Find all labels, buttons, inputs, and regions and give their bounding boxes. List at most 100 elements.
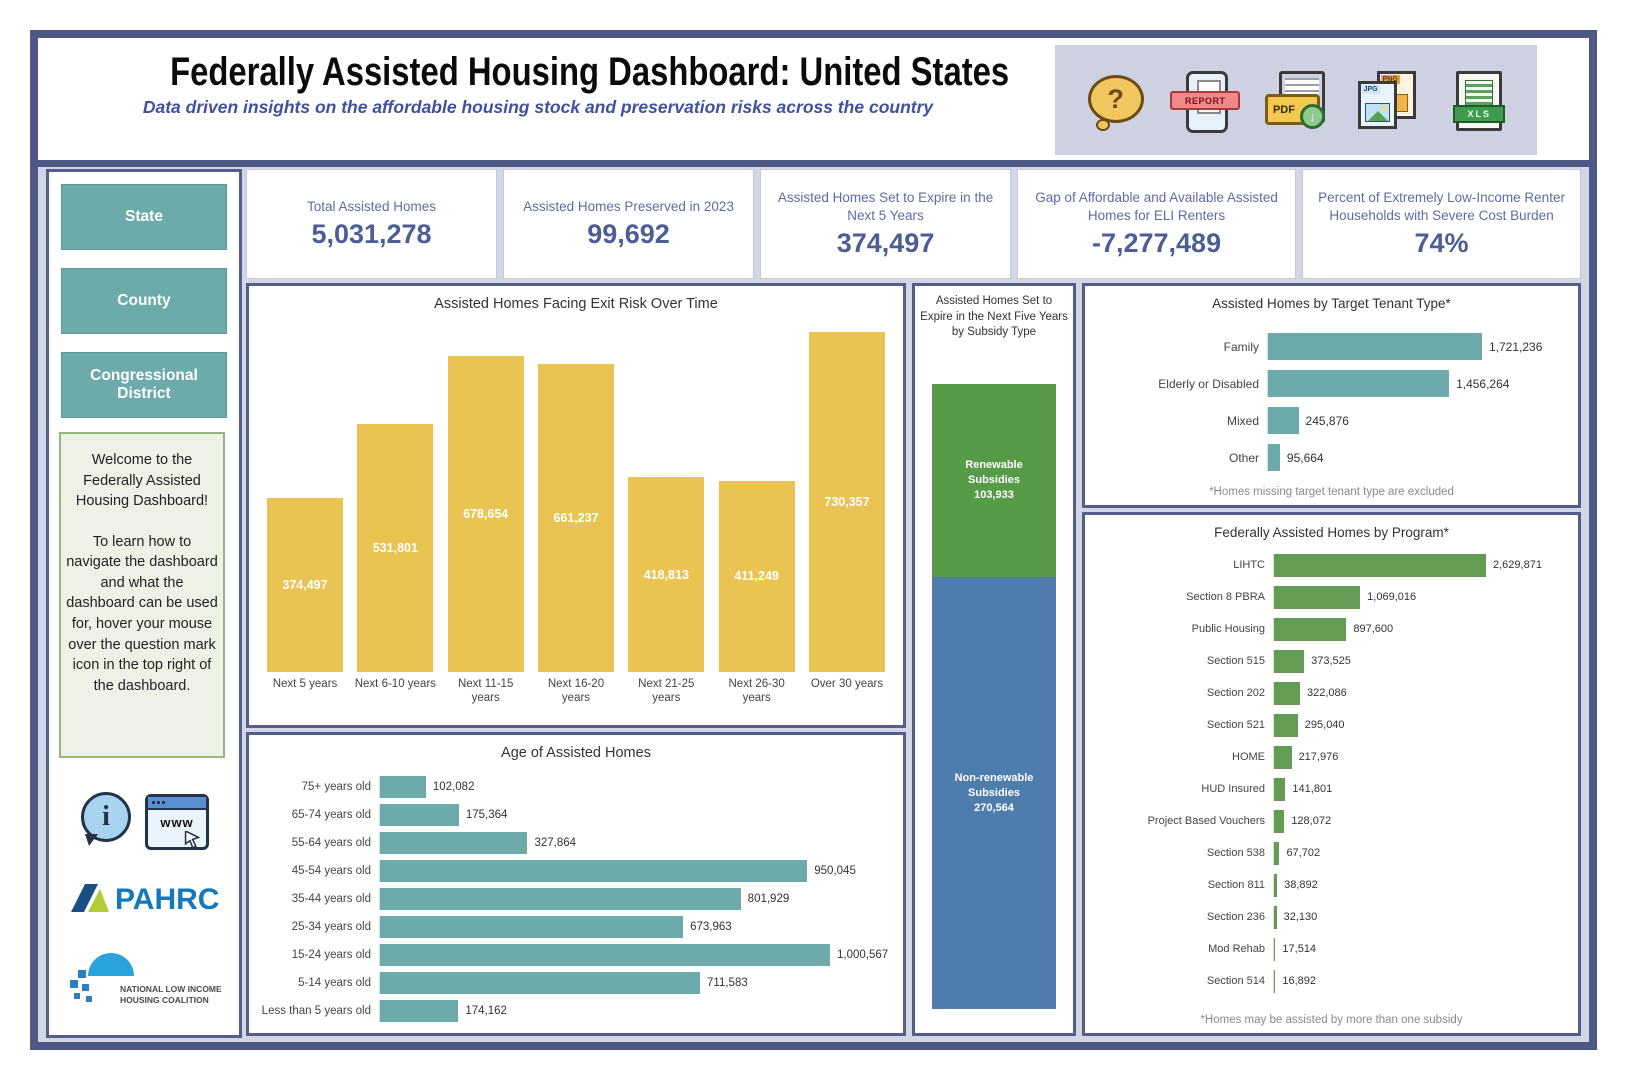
chart-row: Other 95,664 <box>1097 439 1570 476</box>
sidebar: State County Congressional District Welc… <box>46 169 242 1038</box>
value-label: 374,497 <box>282 577 328 592</box>
bar[interactable]: 661,237 <box>537 364 614 672</box>
report-label: REPORT <box>1170 91 1241 110</box>
bar[interactable] <box>1274 905 1277 929</box>
bar[interactable] <box>1274 841 1280 865</box>
bar-column: 678,654 Next 11-15 years <box>444 332 528 715</box>
category-label: Section 514 <box>1206 975 1265 987</box>
bar[interactable] <box>1274 777 1286 801</box>
chart-row: Elderly or Disabled 1,456,264 <box>1097 365 1570 402</box>
filter-button-congressional-district[interactable]: Congressional District <box>61 352 227 418</box>
bar[interactable] <box>1274 649 1305 673</box>
bar[interactable] <box>1274 809 1285 833</box>
website-icon[interactable]: www <box>145 794 209 850</box>
value-label: 38,892 <box>1284 879 1318 891</box>
bar[interactable]: 374,497 <box>267 497 343 672</box>
category-label: 75+ years old <box>301 781 371 793</box>
bar[interactable] <box>1274 969 1276 993</box>
chart-title: Age of Assisted Homes <box>501 745 651 761</box>
category-label: Mixed <box>1226 413 1259 428</box>
bar[interactable] <box>380 888 741 910</box>
pahrc-logo[interactable]: PAHRC <box>49 874 239 918</box>
bar[interactable]: 730,357 <box>808 332 885 672</box>
bar-column: 374,497 Next 5 years <box>263 332 347 715</box>
bar[interactable] <box>380 776 426 798</box>
bar[interactable] <box>1274 873 1278 897</box>
bar[interactable] <box>1268 333 1482 360</box>
chart-row: Public Housing 897,600 <box>1097 613 1570 645</box>
value-label: 801,929 <box>747 893 790 905</box>
bar[interactable]: 678,654 <box>447 356 524 672</box>
chart-title: Federally Assisted Homes by Program* <box>1214 525 1449 540</box>
bar[interactable]: 418,813 <box>628 477 705 672</box>
svg-text:PAHRC: PAHRC <box>115 883 219 916</box>
help-icon[interactable]: ? <box>1084 71 1146 131</box>
bar-column: 418,813 Next 21-25 years <box>624 332 708 715</box>
bar[interactable] <box>1268 407 1299 434</box>
bar-column: 531,801 Next 6-10 years <box>353 332 437 715</box>
value-label: 678,654 <box>463 507 509 522</box>
bar[interactable] <box>1268 444 1280 471</box>
bar[interactable]: 531,801 <box>357 424 434 672</box>
stack-segment[interactable]: Renewable Subsidies 103,933 <box>932 384 1056 578</box>
bar[interactable] <box>380 804 459 826</box>
bar[interactable] <box>1274 681 1300 705</box>
bar[interactable] <box>1274 937 1276 961</box>
chart-row: Section 514 16,892 <box>1097 965 1570 997</box>
chart-row: Section 8 PBRA 1,069,016 <box>1097 581 1570 613</box>
chart-row: Mixed 245,876 <box>1097 402 1570 439</box>
kpi-total-assisted-homes: Total Assisted Homes 5,031,278 <box>246 169 498 279</box>
segment-label: Non-renewable Subsidies 270,564 <box>954 771 1034 814</box>
bar[interactable] <box>1268 370 1450 397</box>
bar[interactable]: 411,249 <box>718 480 795 672</box>
value-label: 322,086 <box>1306 687 1347 699</box>
value-label: 418,813 <box>643 567 689 582</box>
category-label: 55-64 years old <box>291 837 371 849</box>
value-label: 531,801 <box>372 541 418 556</box>
bar[interactable] <box>1274 553 1486 577</box>
chart-row: Section 521 295,040 <box>1097 709 1570 741</box>
bar[interactable] <box>380 860 808 882</box>
chart-row: HUD Insured 141,801 <box>1097 773 1570 805</box>
info-icon[interactable]: i <box>79 790 131 846</box>
category-label: 45-54 years old <box>291 865 371 877</box>
chart-row: Section 202 322,086 <box>1097 677 1570 709</box>
image-export-icon[interactable]: PNG JPG <box>1356 71 1418 129</box>
chart-title: Assisted Homes Set to Expire in the Next… <box>920 295 1068 339</box>
nlihc-logo[interactable]: NATIONAL LOW INCOME HOUSING COALITION <box>49 940 239 1012</box>
age-plot: 75+ years old 102,082 65-74 years old 17… <box>261 773 895 1025</box>
value-label: 1,456,264 <box>1456 376 1510 391</box>
chart-row: Section 538 67,702 <box>1097 837 1570 869</box>
bar[interactable] <box>380 916 684 938</box>
bar[interactable] <box>1274 745 1292 769</box>
bar[interactable] <box>380 944 830 966</box>
filter-button-county[interactable]: County <box>61 268 227 334</box>
category-label: Mod Rehab <box>1208 943 1265 955</box>
bar[interactable] <box>1274 713 1298 737</box>
bar-column: 730,357 Over 30 years <box>805 332 889 715</box>
bar[interactable] <box>1274 617 1347 641</box>
page-title: Federally Assisted Housing Dashboard: Un… <box>170 50 1010 94</box>
report-icon[interactable]: REPORT <box>1170 71 1241 133</box>
filter-button-state[interactable]: State <box>61 184 227 250</box>
welcome-note: Welcome to the Federally Assisted Housin… <box>59 432 225 758</box>
chart-row: 65-74 years old 175,364 <box>261 801 895 829</box>
svg-text:NATIONAL LOW INCOME: NATIONAL LOW INCOME <box>120 984 222 994</box>
bar[interactable] <box>380 972 701 994</box>
value-label: 295,040 <box>1304 719 1345 731</box>
value-label: 711,583 <box>707 977 748 989</box>
category-label: Section 236 <box>1206 911 1265 923</box>
excel-export-icon[interactable]: XLS <box>1446 71 1508 131</box>
tenant-plot: Family 1,721,236 Elderly or Disabled 1,4… <box>1097 328 1570 476</box>
value-label: 16,892 <box>1282 975 1316 987</box>
pdf-download-icon[interactable]: PDF ↓ <box>1264 71 1327 129</box>
dashboard-frame: Federally Assisted Housing Dashboard: Un… <box>30 30 1597 1050</box>
bar[interactable] <box>1274 585 1361 609</box>
kpi-eli-gap: Gap of Affordable and Available Assisted… <box>1017 169 1297 279</box>
chart-row: HOME 217,976 <box>1097 741 1570 773</box>
bar[interactable] <box>380 1000 459 1022</box>
stack-segment[interactable]: Non-renewable Subsidies 270,564 <box>932 577 1056 1009</box>
bar[interactable] <box>380 832 528 854</box>
page-subtitle: Data driven insights on the affordable h… <box>142 97 934 117</box>
value-label: 102,082 <box>432 781 475 793</box>
